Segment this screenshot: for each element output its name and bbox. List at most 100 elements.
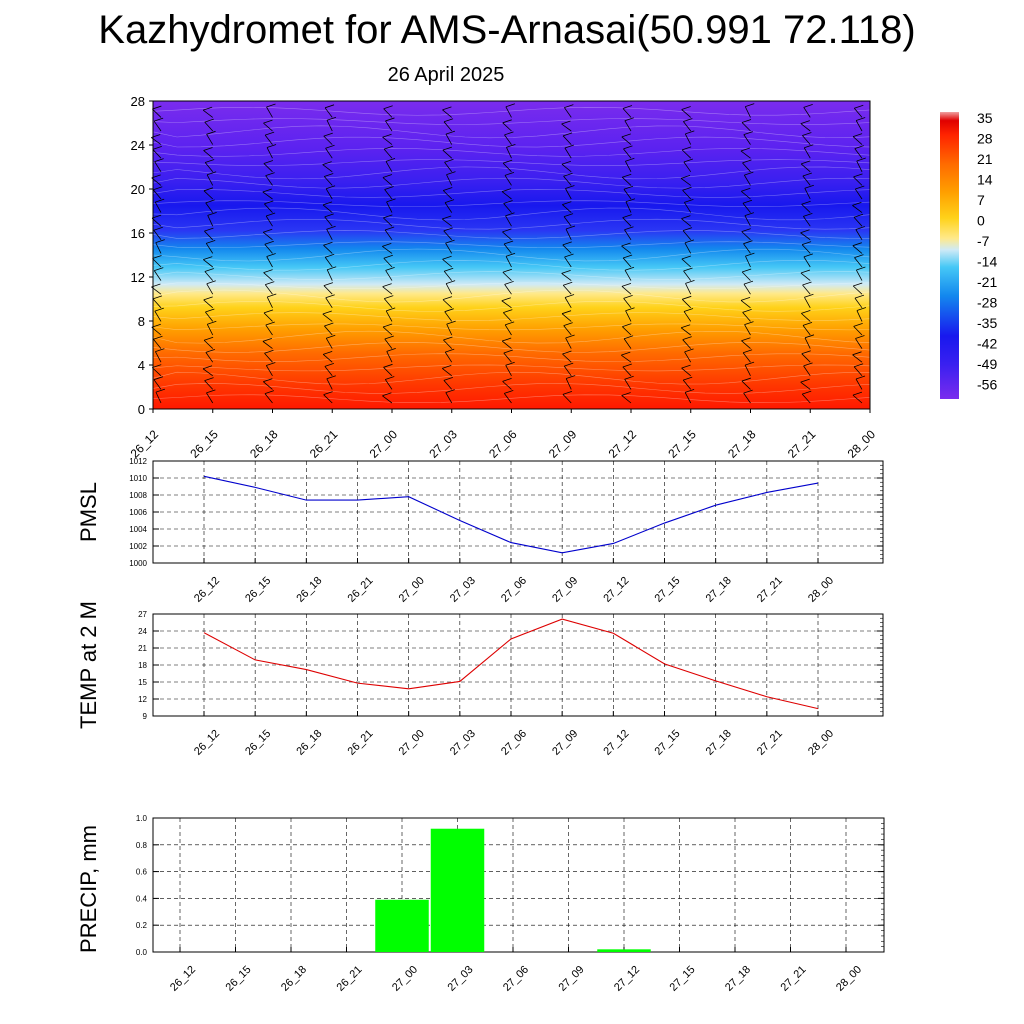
- x-tick-label: 27_09: [550, 728, 580, 758]
- wind-barb-flag: [326, 375, 336, 380]
- wind-barb: [683, 270, 692, 281]
- wind-barb: [323, 135, 333, 145]
- wind-barb-flag: [153, 335, 163, 340]
- wind-barb: [324, 216, 333, 227]
- wind-barb: [852, 285, 863, 295]
- wind-barb: [206, 392, 214, 404]
- wind-barb: [325, 188, 333, 200]
- wind-barb-flag: [385, 117, 395, 122]
- wind-barb-flag: [154, 267, 164, 272]
- wind-barb: [203, 339, 214, 349]
- wind-barb-flag: [801, 160, 811, 165]
- x-tick-label: 27_03: [448, 728, 478, 758]
- wind-barb: [502, 162, 512, 173]
- wind-barb-flag: [152, 364, 162, 368]
- wind-barb-flag: [854, 363, 864, 368]
- wind-barb-flag: [442, 255, 452, 260]
- wind-barb: [383, 367, 393, 377]
- wind-barb: [153, 379, 162, 390]
- wind-barb-flag: [681, 106, 691, 110]
- wind-barb-flag: [502, 268, 512, 273]
- x-tick-label: 27_06: [499, 728, 529, 758]
- wind-barb-flag: [742, 159, 752, 164]
- wind-barb: [262, 231, 273, 241]
- wind-barb: [444, 202, 453, 213]
- wind-barb: [682, 339, 692, 349]
- wind-barb-flag: [207, 320, 217, 325]
- wind-barb-flag: [504, 390, 514, 394]
- wind-barb: [800, 232, 811, 241]
- x-tick-label: 27_12: [612, 964, 642, 994]
- wind-barb-flag: [445, 348, 455, 353]
- wind-barb-flag: [742, 199, 753, 204]
- wind-barb: [265, 365, 273, 377]
- wind-barb: [504, 134, 512, 145]
- contour-line: [152, 148, 874, 157]
- wind-barb-flag: [445, 239, 455, 244]
- x-tick-label: 26_15: [224, 964, 254, 994]
- wind-barb: [202, 109, 213, 118]
- wind-barb-flag: [802, 390, 812, 395]
- wind-barb-flag: [446, 171, 456, 175]
- wind-barb: [383, 148, 393, 159]
- precip-bar: [375, 899, 429, 952]
- wind-barb: [203, 150, 214, 159]
- wind-barb-flag: [564, 362, 574, 367]
- wind-barb-flag: [742, 268, 752, 273]
- wind-barb-flag: [853, 213, 864, 218]
- wind-barb: [325, 297, 333, 309]
- wind-barb-flag: [204, 268, 215, 272]
- wind-barb-flag: [625, 307, 635, 312]
- wind-barb: [624, 379, 632, 390]
- wind-barb: [623, 148, 632, 159]
- wind-barb-flag: [683, 376, 693, 381]
- wind-barb: [741, 271, 751, 281]
- contour-line: [152, 159, 874, 166]
- precip-bar: [597, 949, 651, 952]
- wind-barb: [382, 246, 393, 254]
- wind-barb-flag: [386, 307, 396, 312]
- wind-barb: [622, 108, 632, 118]
- x-tick-label: 26_15: [187, 427, 221, 461]
- colorbar: [940, 112, 959, 399]
- wind-barb-flag: [622, 323, 632, 328]
- wind-barb: [502, 271, 512, 281]
- colorbar-label: 21: [977, 151, 993, 167]
- wind-barb: [743, 134, 751, 145]
- wind-barb-flag: [804, 144, 814, 149]
- wind-barb-flag: [682, 295, 692, 300]
- wind-barb: [562, 244, 572, 254]
- wind-barb: [802, 325, 811, 336]
- wind-barb-flag: [685, 130, 695, 135]
- x-tick-label: 26_12: [192, 728, 222, 758]
- wind-barb-flag: [621, 282, 632, 287]
- wind-barb: [152, 108, 162, 118]
- x-tick-label: 26_18: [294, 728, 324, 758]
- y-tick-label: 12: [131, 270, 145, 285]
- wind-barb: [683, 311, 692, 322]
- wind-barb-flag: [324, 104, 335, 109]
- wind-barb: [622, 257, 632, 268]
- wind-barb: [852, 205, 863, 213]
- wind-barb: [563, 325, 572, 336]
- wind-barb-flag: [445, 130, 456, 135]
- wind-barb-flag: [562, 390, 573, 395]
- wind-barb-flag: [155, 388, 166, 393]
- wind-barb: [561, 123, 572, 132]
- wind-barb-flag: [205, 199, 215, 204]
- wind-barb-flag: [204, 377, 214, 382]
- wind-barb-flag: [384, 226, 395, 231]
- wind-barb-flag: [855, 335, 865, 339]
- wind-barb: [154, 161, 162, 173]
- wind-barb-flag: [264, 240, 274, 245]
- wind-barb: [741, 380, 751, 390]
- wind-barb-flag: [382, 283, 392, 288]
- wind-barb: [443, 230, 453, 241]
- wind-barb-flag: [743, 240, 753, 245]
- wind-barb-flag: [565, 334, 575, 339]
- wind-barb: [442, 149, 453, 159]
- wind-barb: [446, 174, 453, 186]
- contour-line: [152, 207, 874, 221]
- wind-barb: [325, 148, 333, 159]
- wind-barb-flag: [684, 199, 694, 203]
